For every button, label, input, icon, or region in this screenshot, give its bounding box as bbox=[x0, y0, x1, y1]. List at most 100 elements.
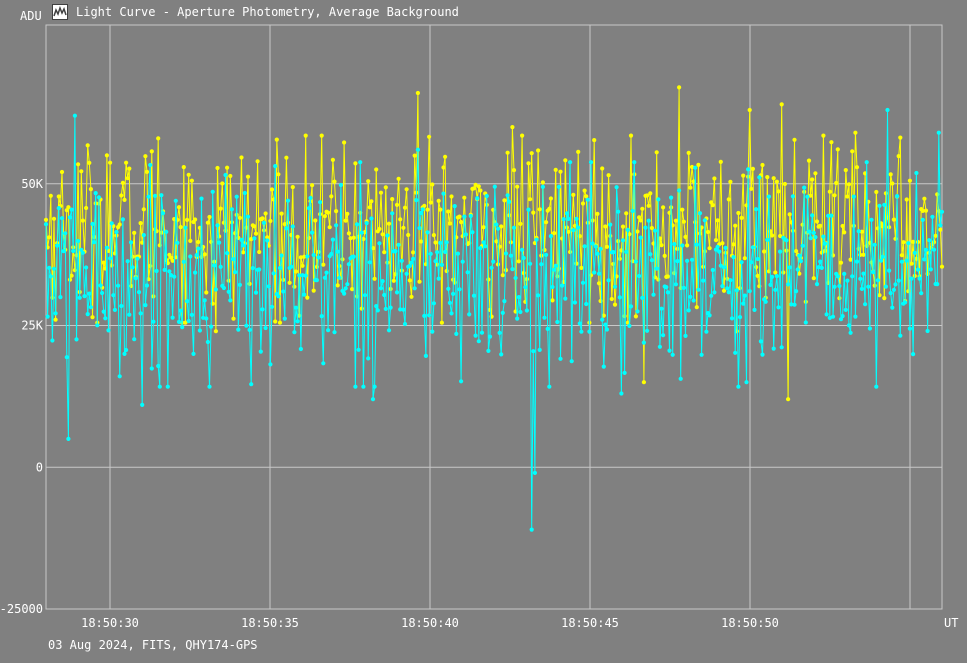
series-2-point bbox=[439, 262, 444, 267]
series-2-point bbox=[108, 256, 113, 261]
series-1-point bbox=[741, 173, 746, 178]
series-2-point bbox=[584, 301, 589, 307]
series-1-point bbox=[393, 272, 398, 277]
series-2-point bbox=[334, 223, 339, 228]
series-2-point bbox=[237, 282, 242, 287]
series-1-point bbox=[821, 133, 826, 138]
series-2-point bbox=[874, 384, 879, 389]
series-1-point bbox=[882, 296, 887, 301]
series-1-point bbox=[707, 246, 712, 251]
series-2-point bbox=[217, 240, 222, 245]
series-2-point bbox=[279, 253, 284, 258]
series-2-point bbox=[641, 340, 647, 345]
series-2-point bbox=[109, 221, 114, 226]
series-2-point bbox=[838, 317, 844, 322]
series-1-point bbox=[425, 207, 430, 212]
series-2-point bbox=[423, 353, 428, 358]
series-2-point bbox=[511, 225, 517, 230]
series-1-point bbox=[185, 217, 190, 222]
series-1-point bbox=[313, 218, 318, 223]
series-2-point bbox=[98, 283, 103, 288]
series-1-point bbox=[846, 182, 852, 187]
series-1-point bbox=[345, 211, 350, 216]
series-1-point bbox=[334, 209, 339, 214]
series-2-point bbox=[912, 250, 917, 255]
series-1-point bbox=[502, 198, 507, 203]
series-2-point bbox=[733, 350, 738, 355]
series-2-point bbox=[359, 230, 364, 235]
series-2-point bbox=[649, 258, 655, 263]
series-2-point bbox=[370, 397, 376, 402]
series-2-point bbox=[268, 362, 273, 367]
series-1-point bbox=[415, 90, 420, 96]
series-2-point bbox=[598, 246, 603, 251]
series-2-point bbox=[494, 222, 499, 227]
series-2-point bbox=[378, 286, 384, 291]
series-1-point bbox=[439, 320, 444, 325]
series-2-point bbox=[866, 284, 871, 289]
series-2-point bbox=[773, 287, 778, 292]
series-2-point bbox=[407, 263, 412, 268]
series-2-point bbox=[479, 330, 485, 335]
series-2-point bbox=[606, 278, 611, 283]
series-2-point bbox=[100, 290, 105, 296]
series-2-point bbox=[829, 213, 834, 218]
series-2-point bbox=[744, 380, 749, 385]
series-2-point bbox=[143, 303, 148, 308]
series-2-point bbox=[457, 287, 462, 292]
series-1-point bbox=[923, 208, 929, 213]
series-1-point bbox=[189, 178, 194, 183]
series-2-point bbox=[356, 347, 361, 352]
series-2-point bbox=[601, 364, 606, 369]
series-1-point bbox=[225, 165, 230, 170]
series-1-point bbox=[909, 261, 914, 266]
series-2-point bbox=[495, 226, 501, 231]
series-2-point bbox=[318, 200, 323, 205]
series-1-point bbox=[252, 224, 257, 229]
series-1-point bbox=[290, 185, 295, 190]
series-2-point bbox=[770, 274, 775, 279]
series-2-point bbox=[624, 249, 629, 254]
series-2-point bbox=[282, 316, 287, 321]
series-2-point bbox=[489, 265, 494, 270]
series-2-point bbox=[165, 384, 170, 389]
series-2-point bbox=[558, 356, 563, 361]
light-curve-app-icon[interactable] bbox=[52, 4, 68, 20]
series-1-point bbox=[840, 223, 845, 229]
series-2-point bbox=[321, 361, 326, 366]
series-2-point bbox=[90, 221, 95, 227]
series-1-point bbox=[778, 233, 783, 239]
series-2-point bbox=[503, 251, 509, 256]
series-2-point bbox=[826, 213, 831, 218]
series-2-point bbox=[534, 237, 539, 242]
series-1-point bbox=[939, 264, 945, 269]
series-1-point bbox=[920, 208, 925, 213]
series-2-point bbox=[661, 333, 666, 338]
series-2-point bbox=[577, 321, 582, 326]
series-1-point bbox=[728, 179, 733, 184]
series-2-point bbox=[82, 294, 87, 299]
series-2-point bbox=[276, 294, 281, 299]
series-1-point bbox=[770, 233, 775, 238]
series-1-point bbox=[683, 234, 688, 239]
series-1-point bbox=[386, 221, 392, 226]
series-2-point bbox=[803, 320, 808, 325]
series-1-point bbox=[269, 187, 275, 192]
series-1-point bbox=[117, 222, 122, 227]
series-1-point bbox=[265, 235, 270, 240]
series-1-point bbox=[366, 179, 371, 184]
series-1-point bbox=[861, 252, 866, 257]
series-2-point bbox=[800, 243, 805, 248]
series-2-point bbox=[71, 248, 76, 254]
series-1-point bbox=[119, 193, 124, 198]
series-1-point bbox=[808, 193, 813, 198]
series-1-point bbox=[779, 102, 784, 107]
series-2-point bbox=[766, 194, 772, 199]
series-2-point bbox=[882, 202, 887, 207]
series-2-point bbox=[585, 197, 590, 202]
series-1-point bbox=[193, 217, 198, 222]
series-2-point bbox=[592, 270, 597, 275]
series-2-point bbox=[399, 258, 404, 263]
series-2-point bbox=[739, 260, 744, 265]
series-2-point bbox=[600, 317, 605, 322]
